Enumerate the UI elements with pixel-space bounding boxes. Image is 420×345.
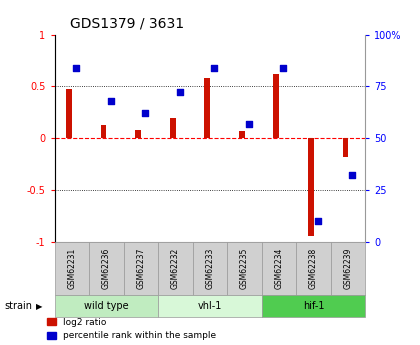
Text: GSM62231: GSM62231 bbox=[67, 248, 76, 289]
Text: GSM62237: GSM62237 bbox=[136, 248, 145, 289]
Bar bbox=[343, 138, 348, 157]
Text: GSM62232: GSM62232 bbox=[171, 248, 180, 289]
Text: GSM62236: GSM62236 bbox=[102, 248, 111, 289]
Bar bbox=[205, 78, 210, 138]
Text: GSM62239: GSM62239 bbox=[344, 248, 353, 289]
Point bbox=[280, 65, 286, 70]
Text: GSM62233: GSM62233 bbox=[205, 248, 215, 289]
Text: wild type: wild type bbox=[84, 301, 129, 311]
Bar bbox=[273, 74, 279, 138]
Bar bbox=[66, 89, 72, 138]
Point bbox=[142, 110, 148, 116]
Point bbox=[176, 90, 183, 95]
Text: strain: strain bbox=[4, 301, 32, 311]
Point bbox=[245, 121, 252, 126]
Point bbox=[349, 172, 356, 178]
Bar bbox=[170, 118, 176, 138]
Text: hif-1: hif-1 bbox=[303, 301, 324, 311]
Point bbox=[211, 65, 218, 70]
Bar bbox=[101, 125, 107, 138]
Text: GSM62238: GSM62238 bbox=[309, 248, 318, 289]
Text: GSM62235: GSM62235 bbox=[240, 248, 249, 289]
Bar bbox=[308, 138, 314, 236]
Bar bbox=[239, 131, 244, 138]
Legend: log2 ratio, percentile rank within the sample: log2 ratio, percentile rank within the s… bbox=[47, 318, 216, 341]
Text: ▶: ▶ bbox=[36, 302, 42, 311]
Text: GSM62234: GSM62234 bbox=[275, 248, 284, 289]
Point bbox=[73, 65, 79, 70]
Point bbox=[315, 218, 321, 224]
Text: vhl-1: vhl-1 bbox=[198, 301, 222, 311]
Text: GDS1379 / 3631: GDS1379 / 3631 bbox=[70, 17, 184, 31]
Point bbox=[107, 98, 114, 104]
Bar bbox=[135, 130, 141, 138]
